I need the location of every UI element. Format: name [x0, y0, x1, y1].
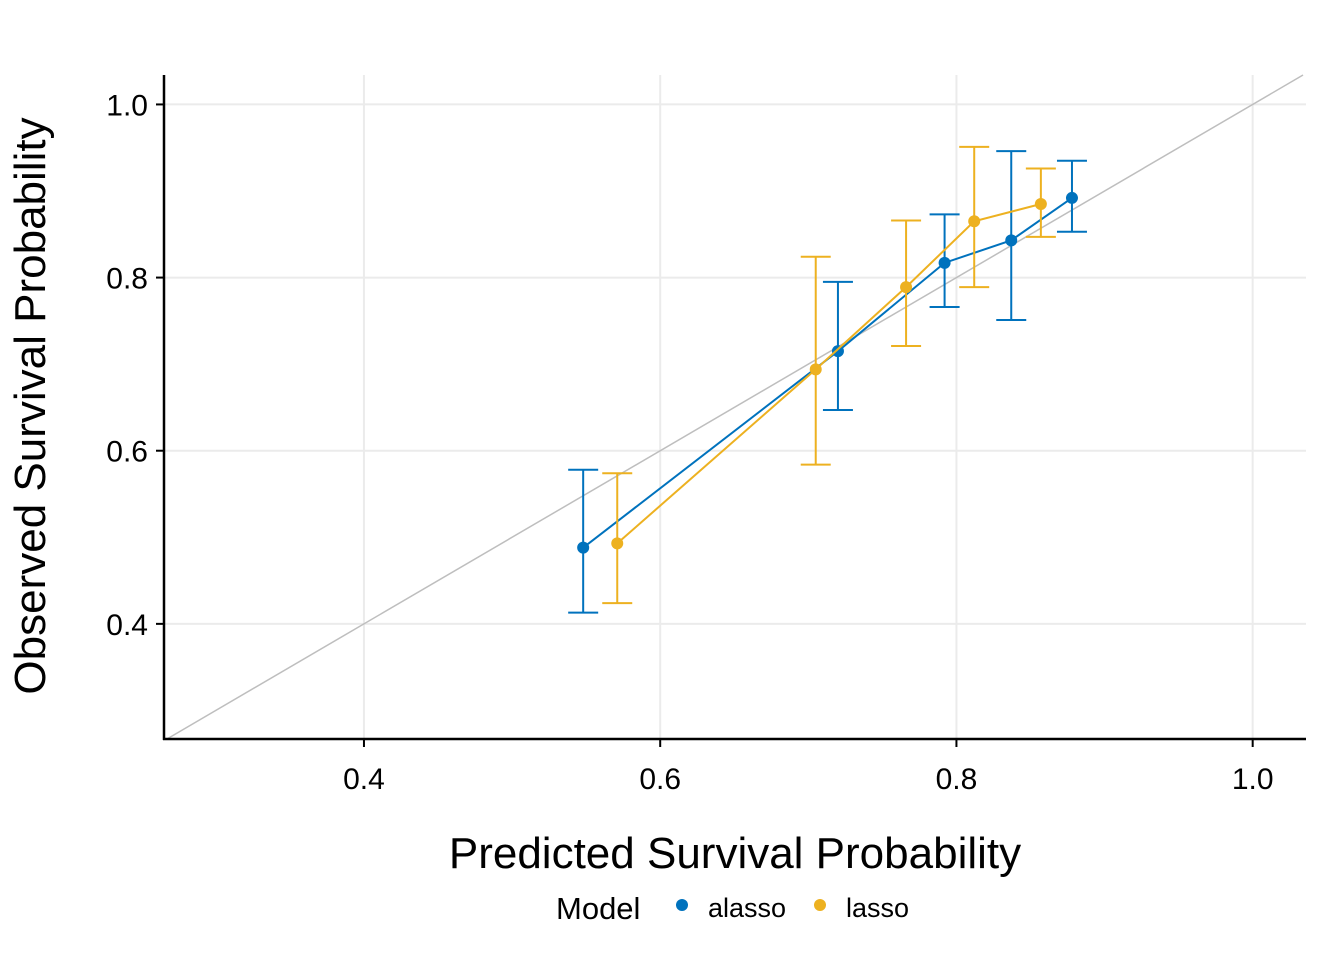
- x-tick-label-3: 1.0: [1232, 763, 1274, 796]
- legend-key-alasso: [676, 899, 688, 911]
- grid: [164, 75, 1306, 739]
- data-point-lasso-2: [900, 281, 913, 294]
- series-layer: [568, 145, 1087, 614]
- data-point-alasso-1: [831, 345, 844, 358]
- data-point-lasso-3: [968, 215, 981, 228]
- y-axis-title: Observed Survival Probability: [6, 117, 55, 694]
- error-bar-alasso-0: [568, 468, 599, 614]
- data-point-alasso-2: [938, 256, 951, 269]
- error-bar-lasso-1: [800, 255, 831, 466]
- legend: Model alasso lasso: [556, 891, 909, 926]
- y-tick-label-2: 0.8: [106, 263, 148, 296]
- legend-label-lasso: lasso: [846, 893, 909, 923]
- series-lasso: [602, 145, 1056, 605]
- series-line-lasso: [616, 203, 1042, 545]
- data-point-lasso-4: [1034, 197, 1047, 210]
- data-point-alasso-4: [1065, 191, 1078, 204]
- data-point-alasso-3: [1005, 234, 1018, 247]
- x-tick-label-1: 0.6: [639, 763, 681, 796]
- legend-title: Model: [556, 891, 640, 926]
- series-line-alasso: [582, 197, 1073, 549]
- x-tick-label-2: 0.8: [936, 763, 978, 796]
- y-tick-label-1: 0.6: [106, 436, 148, 469]
- data-point-lasso-1: [809, 363, 822, 376]
- legend-label-alasso: alasso: [708, 893, 786, 923]
- x-axis-title: Predicted Survival Probability: [449, 829, 1021, 878]
- data-point-alasso-0: [577, 541, 590, 554]
- series-alasso: [568, 150, 1087, 614]
- axes: 0.4 0.6 0.8 1.0 0.4 0.6 0.8 1.0: [106, 75, 1306, 796]
- y-tick-label-0: 0.4: [106, 609, 148, 642]
- y-tick-label-3: 1.0: [106, 89, 148, 122]
- reference-line: [166, 74, 1304, 740]
- data-point-lasso-0: [611, 537, 624, 550]
- legend-key-lasso: [814, 899, 826, 911]
- reference-line-layer: [166, 74, 1304, 740]
- x-tick-label-0: 0.4: [343, 763, 385, 796]
